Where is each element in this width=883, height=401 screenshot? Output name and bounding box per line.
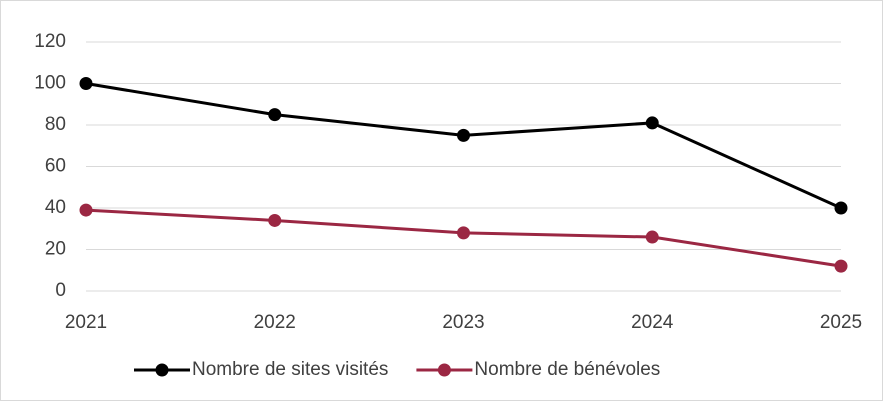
data-point xyxy=(268,213,282,227)
data-point xyxy=(268,108,282,122)
data-point xyxy=(79,203,93,217)
legend-label: Nombre de sites visités xyxy=(192,359,388,380)
x-tick-label: 2022 xyxy=(254,312,296,333)
legend-marker xyxy=(437,363,451,377)
data-point xyxy=(834,201,848,215)
legend-label: Nombre de bénévoles xyxy=(474,359,660,380)
y-tick-label: 60 xyxy=(45,156,66,177)
x-tick-label: 2023 xyxy=(442,312,484,333)
data-point xyxy=(645,116,659,130)
y-tick-label: 20 xyxy=(45,239,66,260)
data-point xyxy=(457,226,470,240)
data-point xyxy=(79,77,93,90)
data-point xyxy=(834,259,848,273)
data-point xyxy=(457,128,470,142)
x-tick-label: 2024 xyxy=(631,312,674,333)
y-tick-label: 0 xyxy=(55,280,66,301)
x-tick-label: 2025 xyxy=(820,312,862,333)
data-point xyxy=(645,230,659,244)
y-tick-label: 80 xyxy=(45,114,66,135)
y-tick-label: 120 xyxy=(34,31,66,52)
y-tick-label: 100 xyxy=(34,73,66,94)
x-tick-label: 2021 xyxy=(65,312,107,333)
y-tick-label: 40 xyxy=(45,197,66,218)
legend-marker xyxy=(155,363,169,377)
